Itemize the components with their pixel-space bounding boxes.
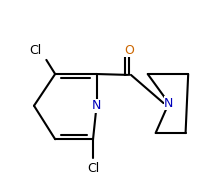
Text: N: N [92,99,101,112]
Text: Cl: Cl [87,162,99,175]
Text: Cl: Cl [29,44,41,57]
Text: N: N [164,97,173,110]
Text: O: O [124,44,134,57]
